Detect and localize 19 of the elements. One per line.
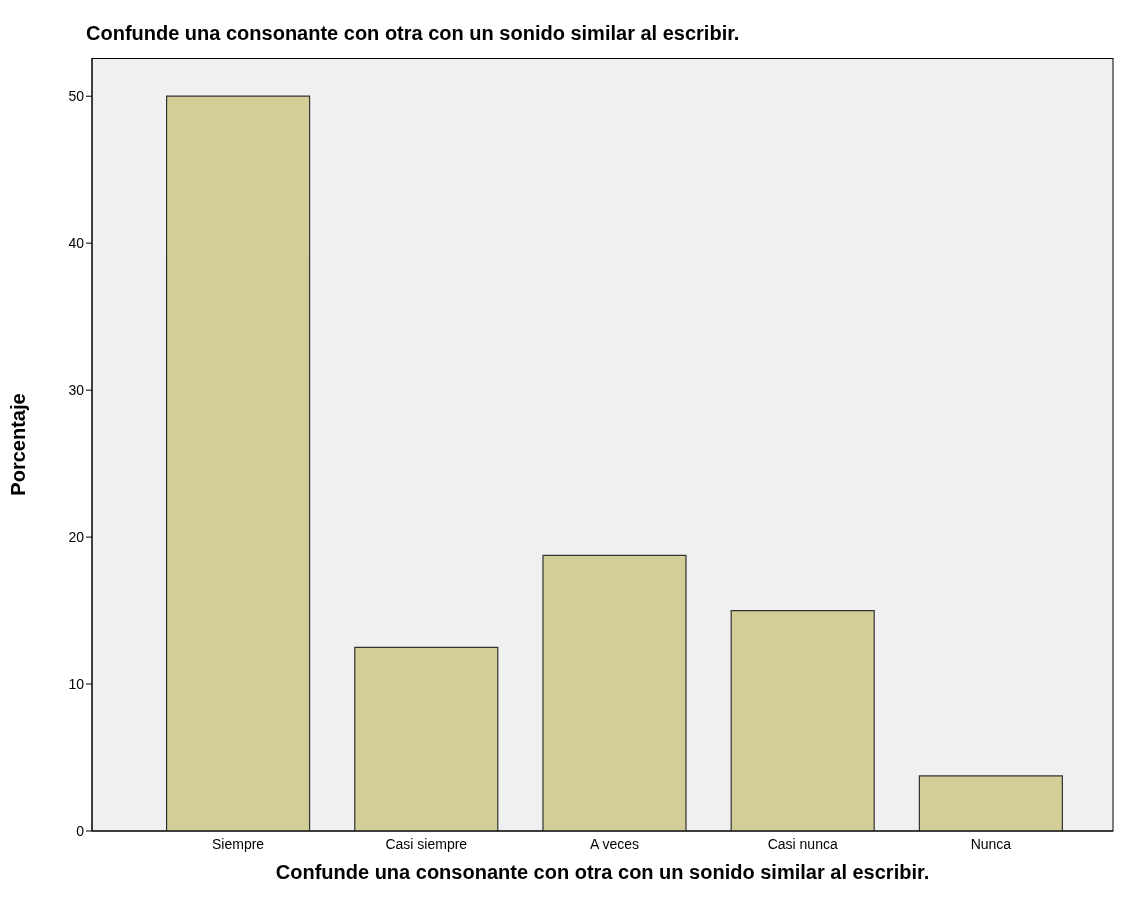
x-tick-label: Casi nunca [767,835,838,852]
y-tick-label: 40 [68,235,85,252]
y-tick-label: 0 [76,822,85,839]
bar [354,646,499,831]
y-axis-title: Porcentaje [7,393,30,496]
x-tick-label: A veces [589,835,640,852]
y-tick-label: 30 [68,382,85,399]
y-tick-label: 10 [68,676,85,693]
bar [165,95,311,831]
y-tick-label: 20 [68,529,85,546]
bar [730,609,875,831]
x-tick-label: Nunca [970,835,1012,852]
chart-title: Confunde una consonante con otra con un sonido similar al escribir. [85,21,741,46]
x-tick-label: Siempre [212,835,265,852]
bar [918,775,1063,831]
y-tick-label: 50 [68,88,85,105]
bar [542,554,687,831]
x-tick-label: Casi siempre [385,835,468,852]
x-axis-title: Confunde una consonante con otra con un sonido similar al escribir. [275,861,930,883]
